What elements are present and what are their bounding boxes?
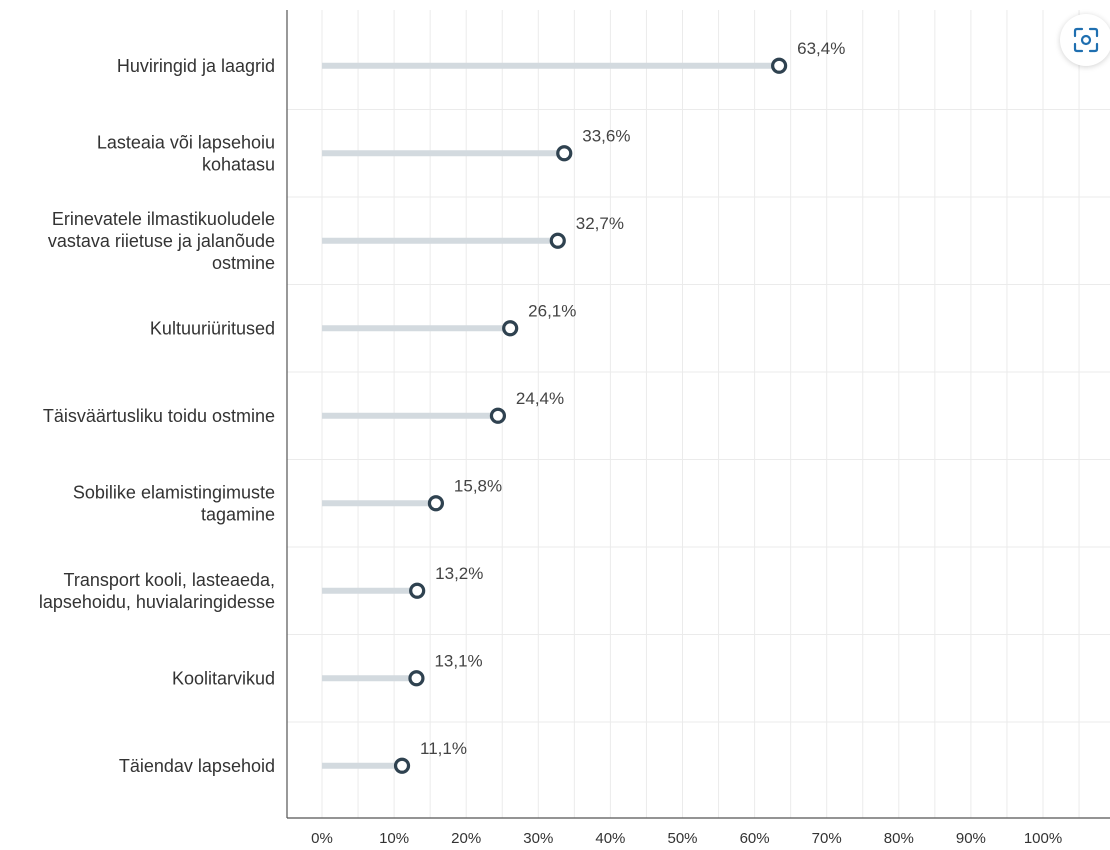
lollipop-marker [771, 57, 788, 74]
x-tick-label: 10% [379, 830, 409, 847]
lollipop-marker [549, 232, 566, 249]
category-label: Koolitarvikud [172, 668, 275, 688]
category-label: Transport kooli, lasteaeda, lapsehoidu, h… [39, 570, 275, 612]
category-label: Täiendav lapsehoid [119, 756, 275, 776]
category-label: Erinevatele ilmastikuoludele vastava riie… [48, 209, 275, 273]
category-label: Lasteaia või lapsehoiu kohatasu [97, 132, 275, 174]
lollipop-marker [489, 407, 507, 424]
lollipop-marker [409, 582, 426, 599]
category-label: Täisväärtusliku toidu ostmine [43, 406, 275, 426]
data-label: 24,4% [516, 389, 564, 408]
category-label: Huviringid ja laagrid [117, 56, 275, 76]
x-tick-label: 50% [667, 830, 697, 847]
x-tick-label: 0% [311, 830, 333, 847]
data-label: 33,6% [582, 126, 630, 145]
data-label: 15,8% [454, 476, 502, 495]
data-label: 13,2% [435, 564, 483, 583]
category-label: Kultuuriüritused [150, 318, 275, 338]
data-label: 32,7% [576, 214, 624, 233]
category-label: Sobilike elamistingimuste tagamine [73, 482, 275, 524]
focus-button[interactable] [1060, 14, 1110, 66]
x-tick-label: 40% [595, 830, 625, 847]
x-tick-label: 70% [812, 830, 842, 847]
x-tick-label: 100% [1024, 830, 1062, 847]
lollipop-marker [393, 757, 411, 774]
data-label: 63,4% [797, 39, 845, 58]
focus-icon [1073, 27, 1099, 53]
x-tick-label: 20% [451, 830, 481, 847]
lollipop-marker [427, 495, 445, 512]
lollipop-marker [556, 145, 573, 162]
x-tick-label: 80% [884, 830, 914, 847]
data-label: 26,1% [528, 301, 576, 320]
data-label: 11,1% [420, 739, 467, 758]
x-tick-label: 90% [956, 830, 986, 847]
x-tick-label: 30% [523, 830, 553, 847]
x-tick-label: 60% [740, 830, 770, 847]
data-label: 13,1% [434, 651, 482, 670]
lollipop-marker [408, 670, 425, 687]
lollipop-marker [502, 320, 519, 337]
